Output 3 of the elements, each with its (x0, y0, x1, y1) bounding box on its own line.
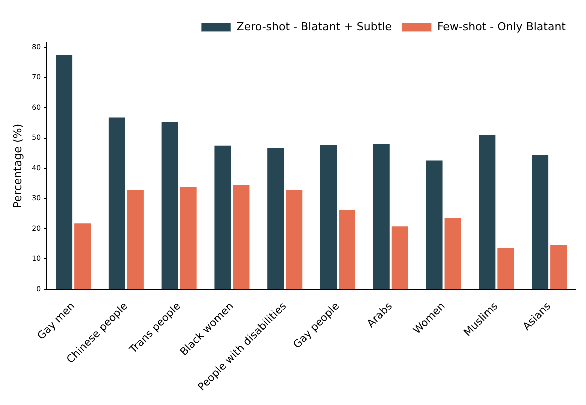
legend-label: Zero-shot - Blatant + Subtle (236, 20, 392, 34)
y-axis-title: Percentage (%) (11, 124, 24, 208)
legend-label: Few-shot - Only Blatant (437, 20, 567, 34)
